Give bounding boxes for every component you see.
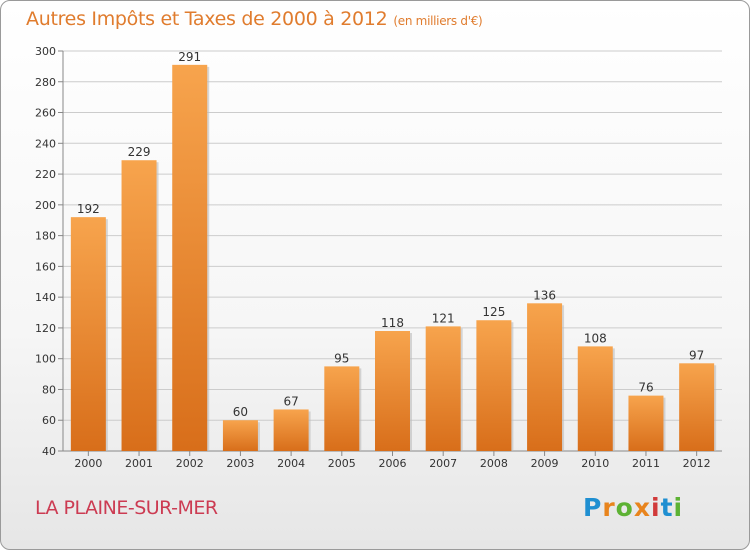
- bar-value-label: 67: [283, 394, 298, 408]
- x-tick-label: 2000: [74, 457, 102, 470]
- commune-name: LA PLAINE-SUR-MER: [35, 497, 218, 519]
- bar-value-label: 121: [432, 311, 455, 325]
- bar: [679, 363, 715, 451]
- y-tick-label: 260: [35, 107, 56, 120]
- x-tick-label: 2008: [480, 457, 508, 470]
- logo-letter: i: [673, 493, 684, 522]
- y-tick-label: 240: [35, 137, 56, 150]
- bar-value-label: 125: [482, 305, 505, 319]
- bar-value-label: 118: [381, 316, 404, 330]
- x-tick-label: 2004: [277, 457, 305, 470]
- labels: 192 2000 229 2001 291 2002 60 2003 67 2004 95 2005 1…: [74, 50, 710, 470]
- x-tick-label: 2011: [632, 457, 660, 470]
- bar-value-label: 76: [638, 381, 653, 395]
- bar-value-label: 291: [178, 50, 201, 64]
- bar: [172, 64, 208, 451]
- bar: [121, 160, 157, 451]
- y-tick-label: 160: [35, 260, 56, 273]
- bars: [70, 64, 717, 451]
- bar: [577, 346, 613, 451]
- chart-title-text: Autres Impôts et Taxes de 2000 à 2012: [26, 8, 388, 30]
- bar: [222, 420, 258, 451]
- y-tick-label: 100: [35, 353, 56, 366]
- logo-letter: r: [602, 493, 616, 522]
- bar-value-label: 60: [233, 405, 248, 419]
- bar-value-label: 136: [533, 288, 556, 302]
- bar-value-label: 192: [77, 202, 100, 216]
- y-tick-label: 200: [35, 199, 56, 212]
- x-tick-label: 2012: [683, 457, 711, 470]
- bar-value-label: 229: [128, 145, 151, 159]
- logo-letter: t: [660, 493, 674, 522]
- x-tick-label: 2009: [531, 457, 559, 470]
- bar: [375, 331, 410, 451]
- bar-value-label: 108: [584, 331, 607, 345]
- y-tick-label: 180: [35, 230, 56, 243]
- bar: [476, 320, 512, 451]
- chart-title: Autres Impôts et Taxes de 2000 à 2012 (en…: [26, 8, 483, 30]
- y-tick-label: 80: [42, 383, 56, 396]
- logo-letter: o: [615, 493, 634, 522]
- proxiti-logo: Proxiti: [583, 493, 683, 522]
- bar: [628, 395, 664, 451]
- logo-letter: P: [583, 493, 603, 522]
- bar: [273, 409, 309, 451]
- x-tick-label: 2007: [429, 457, 457, 470]
- y-tick-label: 220: [35, 168, 56, 181]
- x-tick-label: 2010: [581, 457, 609, 470]
- bar: [70, 217, 106, 451]
- x-tick-label: 2006: [379, 457, 407, 470]
- bar: [324, 366, 360, 451]
- bar: [527, 303, 563, 451]
- y-tick-label: 40: [42, 445, 56, 458]
- logo-letter: x: [633, 493, 651, 522]
- bar: [425, 326, 461, 451]
- y-tick-label: 60: [42, 414, 56, 427]
- y-tick-label: 280: [35, 76, 56, 89]
- y-tick-label: 120: [35, 322, 56, 335]
- x-tick-label: 2005: [328, 457, 356, 470]
- y-tick-label: 300: [35, 45, 56, 58]
- bar-value-label: 97: [689, 348, 704, 362]
- y-tick-label: 140: [35, 291, 56, 304]
- x-tick-label: 2002: [176, 457, 204, 470]
- x-tick-label: 2001: [125, 457, 153, 470]
- bar-value-label: 95: [334, 351, 349, 365]
- x-tick-label: 2003: [226, 457, 254, 470]
- logo-letter: i: [651, 493, 661, 522]
- chart-subtitle: (en milliers d'€): [393, 14, 483, 28]
